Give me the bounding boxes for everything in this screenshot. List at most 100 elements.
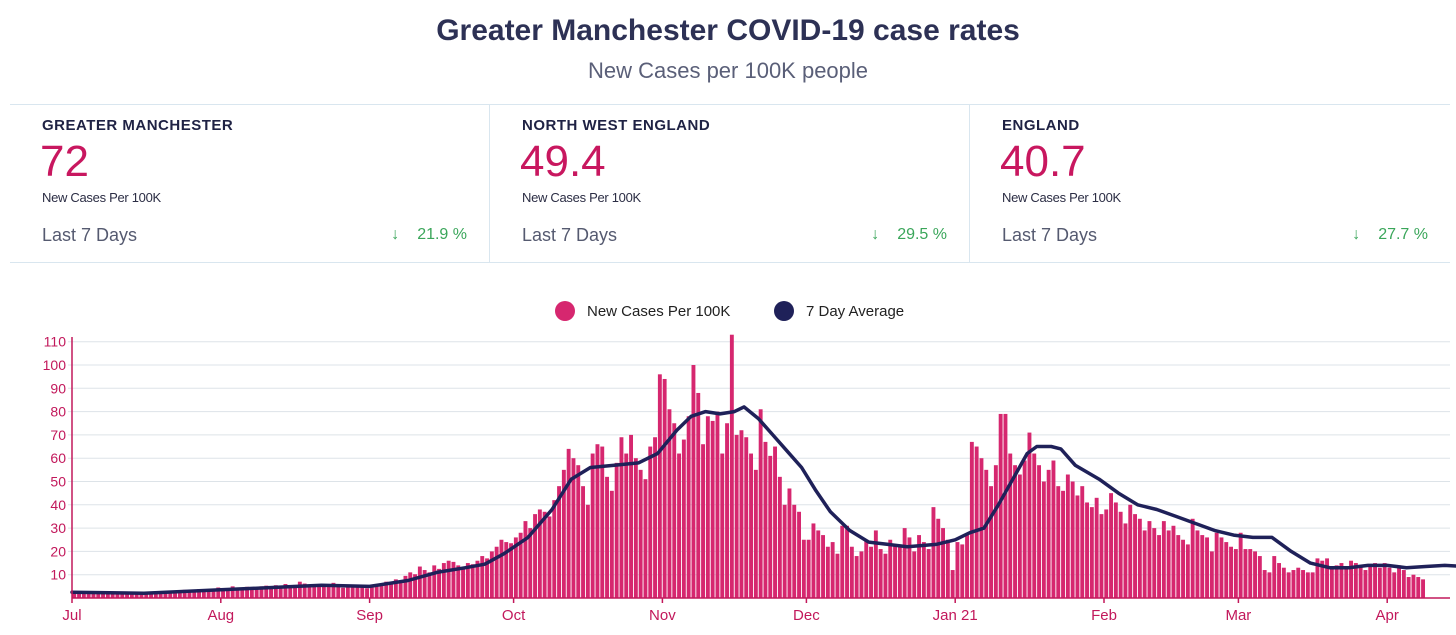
bar [960, 544, 965, 598]
bar [1219, 537, 1224, 598]
bar [912, 551, 917, 598]
legend-item-new-cases[interactable]: New Cases Per 100K [555, 301, 730, 321]
bar [1070, 481, 1075, 598]
bar [456, 565, 461, 598]
bar [926, 549, 931, 598]
bar [1176, 535, 1181, 598]
bar [921, 542, 926, 598]
bar [715, 411, 720, 598]
bar [312, 585, 317, 598]
bar [528, 528, 533, 598]
bar-series [72, 334, 1425, 598]
stat-card-greater-manchester: GREATER MANCHESTER 72 New Cases Per 100K… [10, 105, 490, 262]
bar [571, 458, 576, 598]
bar [86, 592, 91, 598]
bar [777, 476, 782, 598]
bar [1358, 565, 1363, 598]
bar [1229, 546, 1233, 598]
bar [249, 588, 254, 598]
bar [465, 563, 470, 598]
y-tick-label: 20 [50, 543, 66, 559]
bar [1109, 493, 1113, 598]
y-axis-labels: 10 20 30 40 50 60 70 80 90 100 110 [43, 334, 67, 583]
bar [1157, 535, 1161, 598]
bar [773, 446, 777, 598]
bar [657, 374, 662, 598]
bar [1392, 572, 1397, 598]
y-tick-label: 60 [50, 450, 66, 466]
bar [1017, 474, 1022, 598]
bar [398, 581, 403, 598]
bar [893, 544, 897, 598]
bar [192, 590, 197, 598]
bar [369, 587, 374, 598]
bar [1248, 549, 1253, 598]
x-tick-label: Jul [62, 607, 81, 624]
bar [662, 378, 667, 598]
bar [811, 523, 816, 598]
bar [744, 437, 749, 598]
bar [1075, 495, 1080, 598]
bar [499, 539, 504, 598]
bar [1267, 572, 1272, 598]
bar [302, 583, 307, 598]
bar [600, 446, 605, 598]
bar [216, 587, 221, 598]
bar [835, 553, 840, 598]
stat-region: NORTH WEST ENGLAND [522, 117, 711, 134]
bar [1411, 574, 1416, 598]
bar [840, 525, 845, 598]
average-line [70, 405, 1456, 596]
bar [576, 465, 581, 598]
bar [254, 587, 259, 598]
stat-unit: New Cases Per 100K [42, 190, 161, 205]
y-tick-label: 70 [50, 427, 66, 443]
bar [845, 525, 849, 598]
bar [336, 586, 341, 598]
bar [542, 511, 547, 598]
x-tick-label: Feb [1091, 607, 1117, 624]
stat-change: ↓ 21.9 % [391, 226, 467, 244]
bar [1238, 532, 1243, 598]
case-rate-chart: New Cases Per 100K 7 Day Average 10 20 30 4… [43, 301, 1456, 624]
bar [197, 589, 201, 598]
bar [1253, 551, 1257, 598]
y-tick-label: 80 [50, 404, 66, 420]
bar [595, 444, 600, 598]
chart-title: Greater Manchester COVID-19 case rates [436, 14, 1020, 47]
bar [489, 551, 494, 598]
bar [797, 511, 801, 598]
bar [1089, 507, 1094, 598]
stat-card-england: ENGLAND 40.7 New Cases Per 100K Last 7 D… [970, 105, 1450, 262]
bar [1137, 518, 1142, 598]
bar [888, 539, 893, 598]
legend-item-7-day-average[interactable]: 7 Day Average [774, 301, 904, 321]
bar [653, 437, 657, 598]
bar [590, 453, 595, 598]
bar [125, 593, 129, 598]
bar [1061, 490, 1065, 598]
bar [413, 574, 417, 598]
bar [936, 518, 941, 598]
bar [120, 593, 125, 598]
bar [1022, 460, 1027, 598]
bar [989, 486, 993, 598]
bar [629, 434, 633, 598]
bar [115, 592, 120, 598]
bar [374, 584, 379, 598]
bar [1363, 570, 1368, 598]
bar [696, 392, 701, 598]
bar [264, 585, 269, 598]
x-tick-label: Nov [649, 607, 676, 624]
bar [211, 588, 216, 598]
bar [1099, 514, 1104, 598]
bar [585, 504, 590, 598]
stat-card-north-west-england: NORTH WEST ENGLAND 49.4 New Cases Per 10… [490, 105, 970, 262]
bar [144, 593, 149, 598]
bar [1397, 565, 1401, 598]
bar [1008, 453, 1013, 598]
bar [177, 591, 182, 598]
bar [1041, 481, 1046, 598]
bar [297, 581, 302, 598]
y-tick-label: 10 [50, 567, 66, 583]
